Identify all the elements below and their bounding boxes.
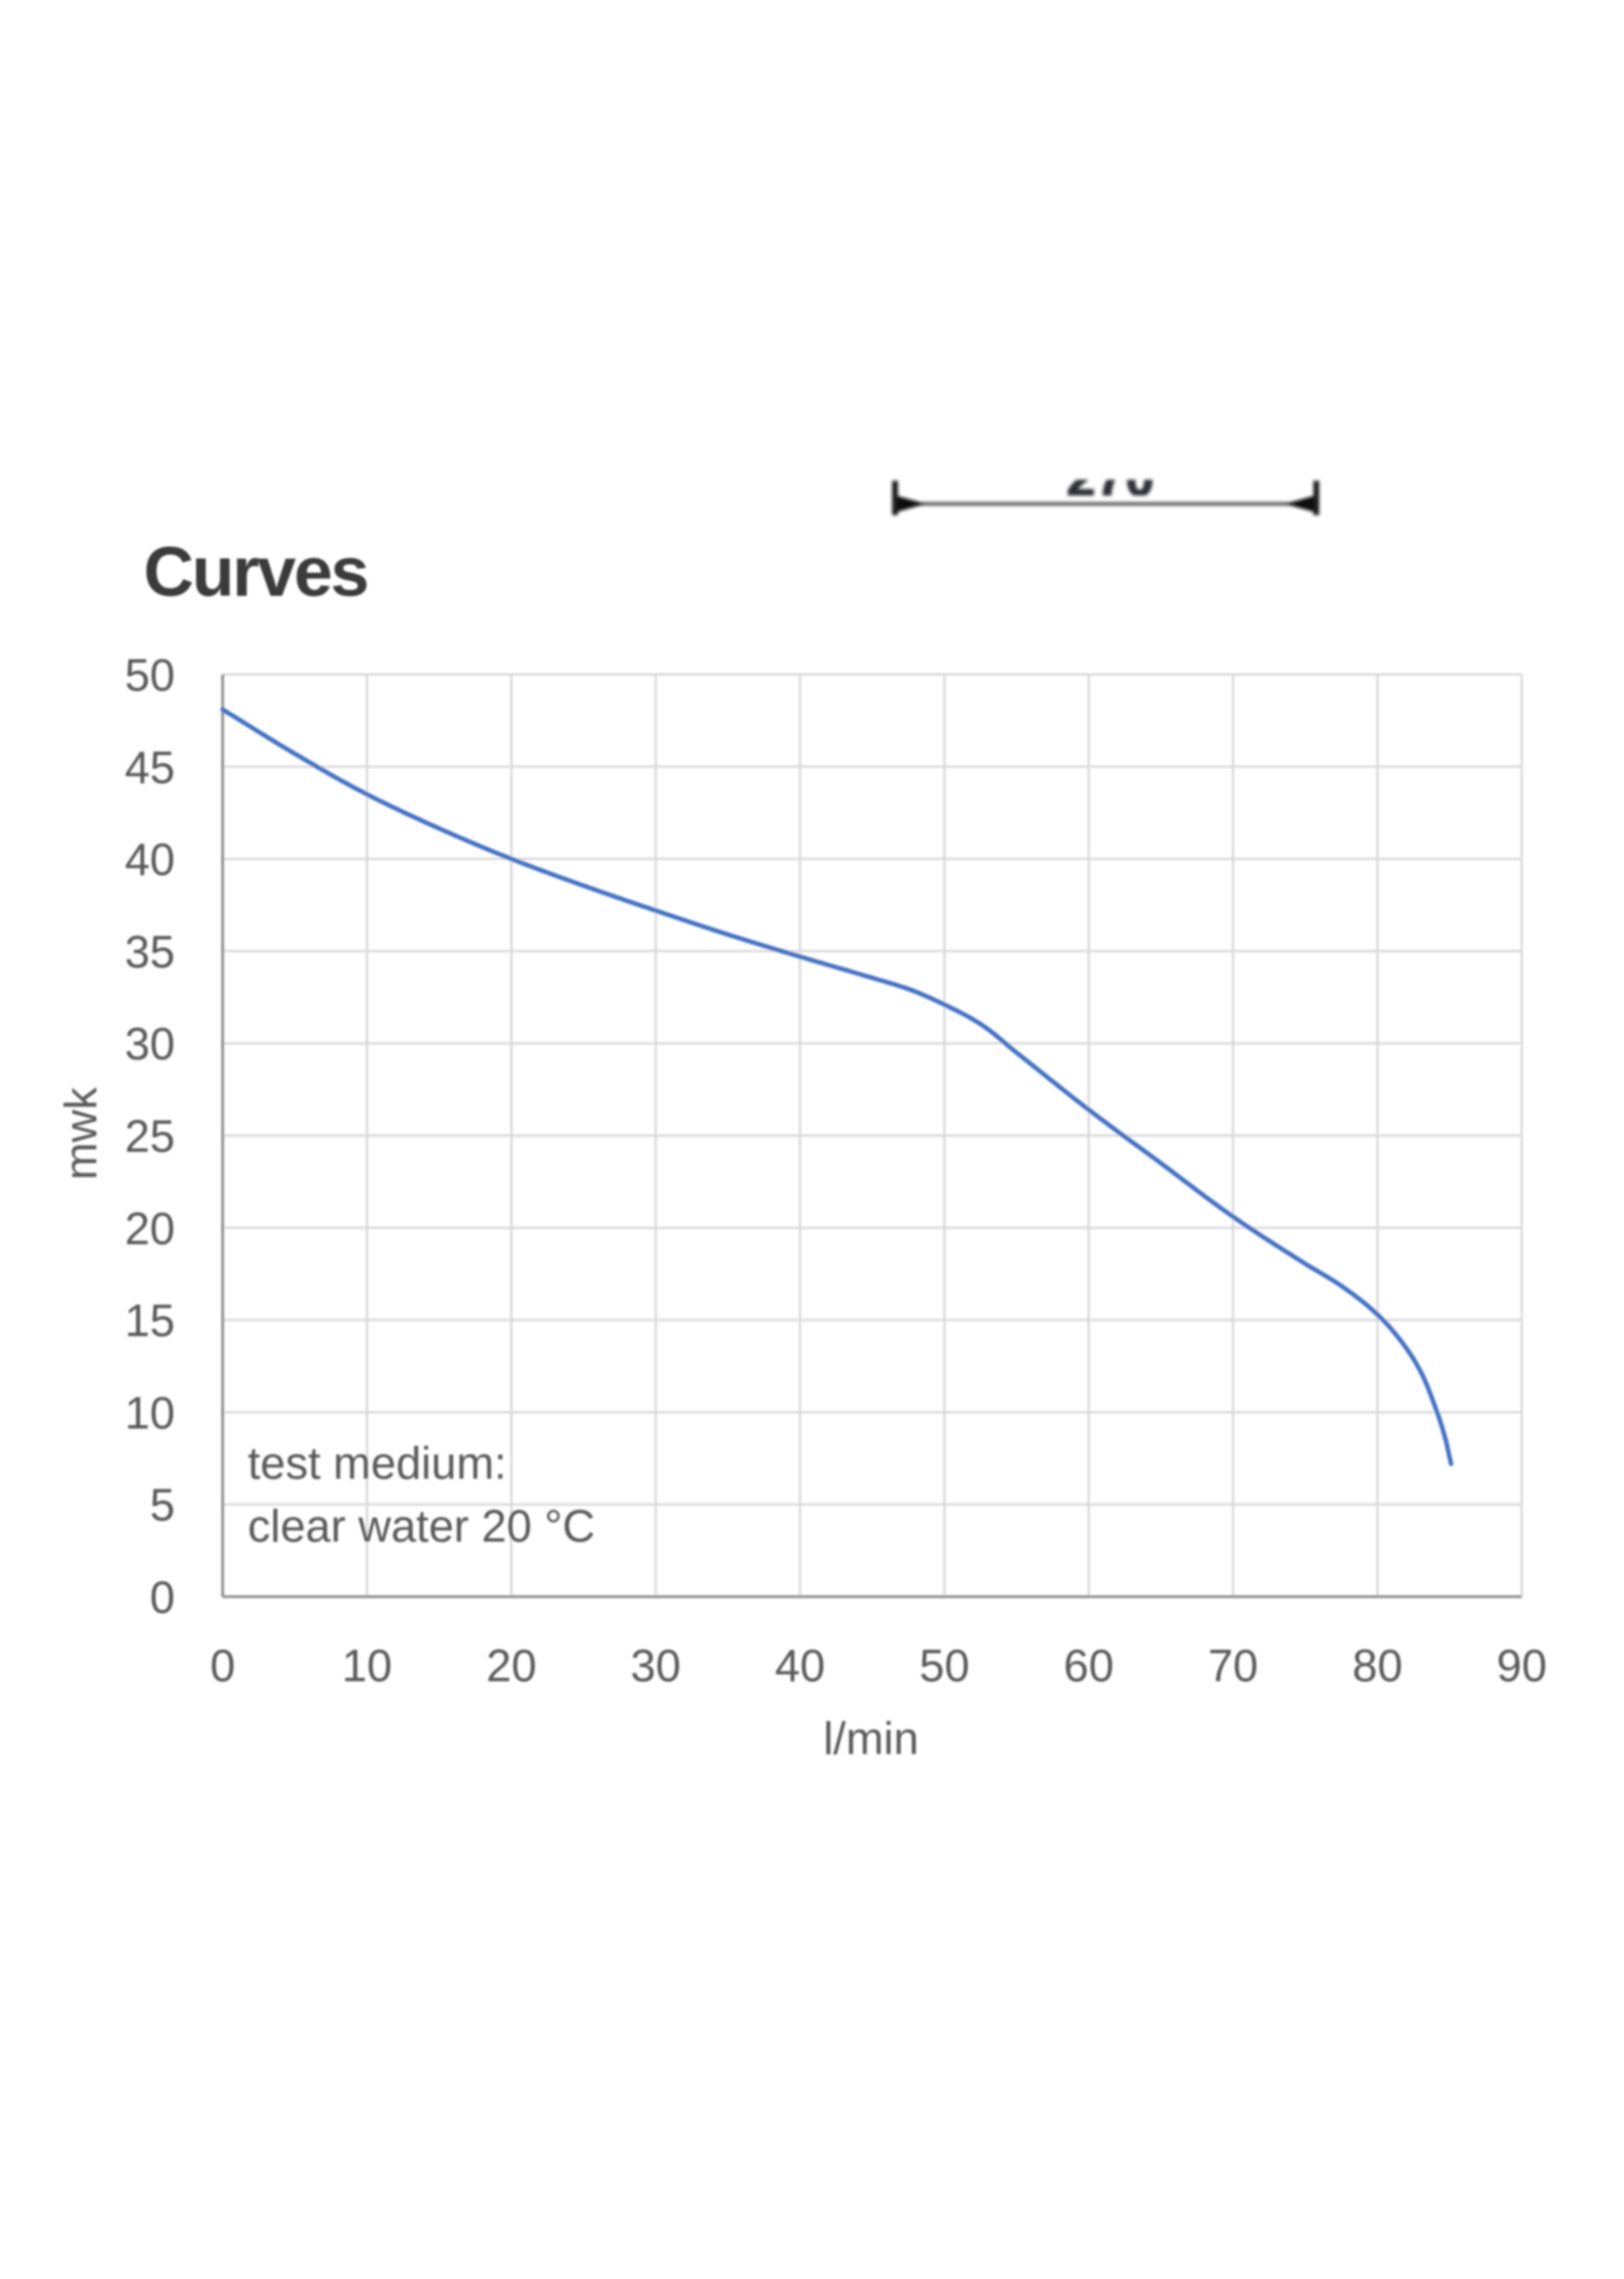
svg-text:Curves: Curves [144,534,368,612]
svg-text:5: 5 [149,1480,175,1531]
svg-text:30: 30 [125,1019,175,1070]
svg-text:0: 0 [149,1572,175,1623]
svg-text:70: 70 [1208,1640,1258,1691]
svg-text:40: 40 [125,834,175,885]
svg-text:35: 35 [125,926,175,977]
svg-text:40: 40 [775,1640,825,1691]
svg-text:20: 20 [125,1202,175,1254]
svg-text:25: 25 [125,1111,175,1162]
svg-text:clear water 20 °C: clear water 20 °C [248,1500,595,1551]
svg-text:l/min: l/min [823,1713,918,1764]
svg-text:30: 30 [630,1640,680,1691]
svg-text:10: 10 [342,1640,392,1691]
svg-text:mwk: mwk [55,1086,106,1181]
svg-text:45: 45 [125,741,175,792]
svg-text:20: 20 [487,1640,537,1691]
svg-text:60: 60 [1064,1640,1114,1691]
svg-text:0: 0 [210,1640,236,1691]
svg-text:80: 80 [1353,1640,1403,1691]
svg-text:270: 270 [1067,450,1155,507]
svg-text:50: 50 [125,650,175,701]
svg-text:15: 15 [125,1295,175,1346]
svg-text:90: 90 [1496,1640,1546,1691]
svg-text:50: 50 [919,1640,969,1691]
svg-text:test medium:: test medium: [248,1437,506,1489]
svg-text:10: 10 [125,1387,175,1438]
